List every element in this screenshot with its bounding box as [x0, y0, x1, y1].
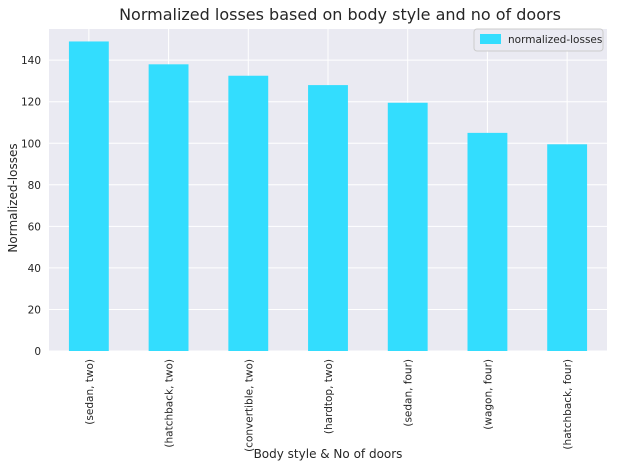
y-tick-label: 40 [28, 263, 41, 275]
legend-label: normalized-losses [508, 34, 602, 46]
legend: normalized-losses [473, 28, 604, 52]
y-tick-label: 80 [28, 180, 41, 192]
x-axis-ticks: (sedan, two) (hatchback, two) (convertible… [84, 359, 574, 452]
y-tick-label: 140 [21, 55, 41, 67]
x-tick-label: (sedan, two) [84, 359, 96, 425]
x-tick-label: (hatchback, two) [164, 359, 176, 448]
x-tick-label: (wagon, four) [482, 359, 494, 430]
chart-title: Normalized losses based on body style an… [119, 5, 561, 24]
y-tick-label: 120 [21, 97, 41, 109]
x-tick-label: (convertible, two) [243, 359, 255, 452]
y-tick-label: 0 [34, 346, 41, 358]
legend-box [473, 28, 604, 52]
bar [228, 75, 269, 351]
y-axis-label: Normalized-losses [6, 143, 20, 252]
x-tick-label: (hardtop, two) [323, 359, 335, 434]
legend-swatch [480, 34, 501, 44]
y-tick-label: 60 [28, 221, 41, 233]
bar [308, 85, 348, 351]
y-axis-ticks: 0 20 40 60 80 100 120 140 [21, 55, 41, 358]
x-axis-label: Body style & No of doors [254, 447, 403, 461]
bar [68, 41, 109, 352]
bar [547, 144, 588, 351]
bars [68, 41, 588, 352]
x-tick-label: (sedan, four) [403, 359, 415, 427]
bar [387, 102, 428, 352]
bar [467, 132, 508, 351]
y-tick-label: 100 [21, 138, 41, 150]
bar [148, 64, 189, 351]
x-tick-label: (hatchback, four) [562, 359, 574, 450]
y-tick-label: 20 [28, 304, 41, 316]
